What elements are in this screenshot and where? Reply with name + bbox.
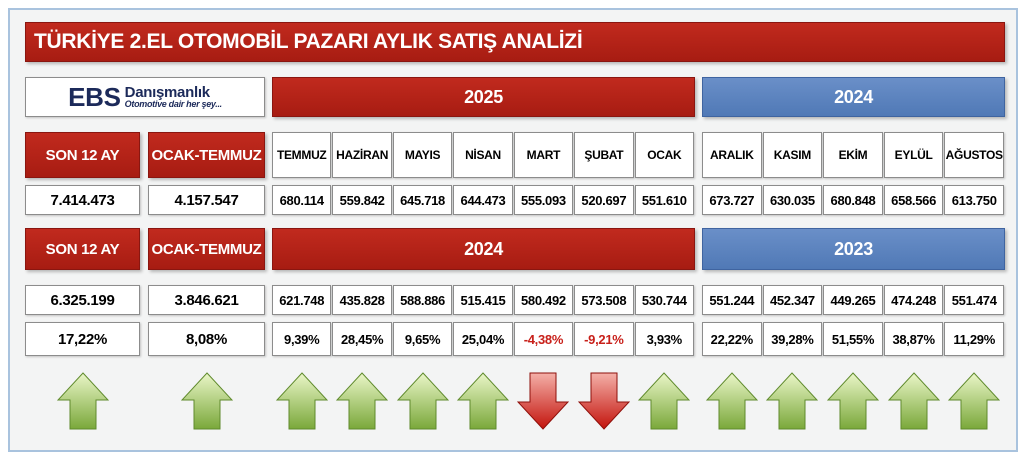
arrow-shape: [396, 372, 449, 430]
month-header: EYLÜL: [883, 132, 944, 178]
year-header: 2024: [272, 228, 695, 270]
month-value: 520.697: [574, 185, 634, 215]
month-value: 630.035: [762, 185, 823, 215]
month-value: 530.744: [634, 285, 694, 315]
ytd-value: 4.157.547: [148, 185, 265, 215]
month-change: 28,45%: [332, 322, 392, 356]
logo-name: Danışmanlık: [124, 84, 210, 101]
month-change: 11,29%: [944, 322, 1004, 356]
arrow-shape: [517, 372, 570, 430]
arrow-shape: [457, 372, 509, 430]
month-value: 551.610: [634, 185, 694, 215]
arrow-shape: [948, 372, 1001, 430]
title: TÜRKİYE 2.EL OTOMOBİL PAZARI AYLIK SATIŞ…: [25, 22, 1005, 62]
arrow-shape: [180, 372, 233, 430]
month-value: 474.248: [883, 285, 944, 315]
logo-brand: EBS: [68, 81, 121, 112]
month-value: 673.727: [702, 185, 762, 215]
arrow-up: [180, 372, 233, 430]
arrow-shape: [638, 372, 691, 430]
month-header: HAZİRAN: [332, 132, 392, 178]
month-change: 38,87%: [883, 322, 944, 356]
month-header: ARALIK: [702, 132, 762, 178]
month-header: OCAK: [634, 132, 694, 178]
month-value: 644.473: [453, 185, 513, 215]
arrow-up: [336, 372, 389, 430]
year-header: 2023: [702, 228, 1005, 270]
arrow-up: [457, 372, 509, 430]
ytd-label: OCAK-TEMMUZ: [148, 228, 265, 270]
month-value: 449.265: [823, 285, 883, 315]
month-header: MAYIS: [392, 132, 453, 178]
logo: EBS Danışmanlık Otomotive dair her şey...: [25, 77, 265, 117]
total-value: 7.414.473: [25, 185, 140, 215]
arrow-up: [275, 372, 328, 430]
month-header: ŞUBAT: [574, 132, 634, 178]
arrow-shape: [705, 372, 758, 430]
month-header: TEMMUZ: [272, 132, 332, 178]
month-change: 9,65%: [392, 322, 453, 356]
month-change: 51,55%: [823, 322, 883, 356]
month-change: 9,39%: [272, 322, 332, 356]
total-change: 17,22%: [25, 322, 140, 356]
arrow-shape: [827, 372, 879, 430]
arrow-up: [705, 372, 758, 430]
logo-text: Danışmanlık Otomotive dair her şey...: [124, 84, 223, 109]
arrow-down: [517, 372, 570, 430]
logo-tagline: Otomotive dair her şey...: [124, 99, 223, 109]
arrow-up: [638, 372, 691, 430]
ytd-change: 8,08%: [148, 322, 265, 356]
year-header: 2025: [272, 77, 695, 117]
total-value: 6.325.199: [25, 285, 140, 315]
month-header: EKİM: [823, 132, 883, 178]
month-value: 613.750: [944, 185, 1004, 215]
arrow-shape: [577, 372, 630, 430]
total-label: SON 12 AY: [25, 132, 140, 178]
month-value: 658.566: [883, 185, 944, 215]
month-value: 452.347: [762, 285, 823, 315]
month-value: 621.748: [272, 285, 332, 315]
month-value: 515.415: [453, 285, 513, 315]
month-change: -4,38%: [513, 322, 574, 356]
arrow-up: [948, 372, 1001, 430]
month-value: 680.114: [272, 185, 332, 215]
arrow-shape: [275, 372, 328, 430]
arrow-shape: [887, 372, 940, 430]
month-change: 3,93%: [634, 322, 694, 356]
arrow-up: [396, 372, 449, 430]
month-change: 39,28%: [762, 322, 823, 356]
month-value: 680.848: [823, 185, 883, 215]
ytd-label: OCAK-TEMMUZ: [148, 132, 265, 178]
month-header: KASIM: [762, 132, 823, 178]
month-value: 551.244: [702, 285, 762, 315]
arrow-shape: [56, 372, 109, 430]
month-value: 551.474: [944, 285, 1004, 315]
month-value: 573.508: [574, 285, 634, 315]
total-label: SON 12 AY: [25, 228, 140, 270]
month-value: 559.842: [332, 185, 392, 215]
month-header: AĞUSTOS: [944, 132, 1004, 178]
arrow-up: [887, 372, 940, 430]
month-change: 22,22%: [702, 322, 762, 356]
month-value: 555.093: [513, 185, 574, 215]
month-change: 25,04%: [453, 322, 513, 356]
arrow-shape: [336, 372, 389, 430]
month-header: NİSAN: [453, 132, 513, 178]
arrow-up: [827, 372, 879, 430]
month-value: 435.828: [332, 285, 392, 315]
month-header: MART: [513, 132, 574, 178]
ytd-value: 3.846.621: [148, 285, 265, 315]
arrow-up: [56, 372, 109, 430]
year-header: 2024: [702, 77, 1005, 117]
arrow-up: [766, 372, 819, 430]
month-value: 645.718: [392, 185, 453, 215]
arrow-shape: [766, 372, 819, 430]
month-value: 580.492: [513, 285, 574, 315]
month-change: -9,21%: [574, 322, 634, 356]
arrow-down: [577, 372, 630, 430]
month-value: 588.886: [392, 285, 453, 315]
